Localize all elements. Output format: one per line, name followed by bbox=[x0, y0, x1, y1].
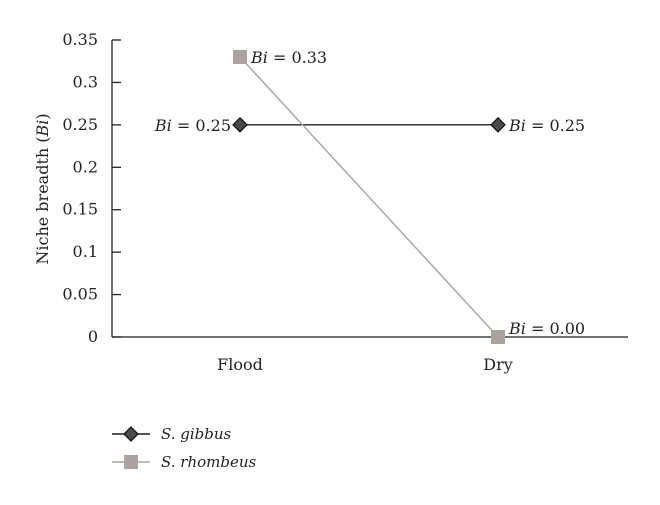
y-tick-label: 0.2 bbox=[73, 157, 98, 176]
series-1-point bbox=[490, 117, 506, 133]
y-axis-title: Niche breadth (Bi) bbox=[33, 113, 52, 264]
y-tick-label: 0.15 bbox=[62, 200, 98, 219]
series-2-point bbox=[233, 49, 247, 64]
legend: S. gibbus S. rhombeus bbox=[112, 425, 257, 471]
data-label: Bi = 0.33 bbox=[250, 48, 327, 67]
legend-marker bbox=[123, 426, 139, 442]
data-label: Bi = 0.25 bbox=[508, 116, 585, 135]
legend-marker bbox=[124, 455, 138, 469]
legend-label: S. rhombeus bbox=[161, 453, 257, 471]
x-tick-label: Flood bbox=[217, 355, 263, 374]
data-label: Bi = 0.00 bbox=[508, 319, 585, 338]
legend-label: S. gibbus bbox=[161, 425, 232, 443]
x-tick-label: Dry bbox=[483, 355, 513, 374]
y-tick-label: 0.25 bbox=[62, 115, 98, 134]
y-tick-label: 0.1 bbox=[73, 242, 98, 261]
series-2-point bbox=[491, 330, 505, 344]
y-tick-label: 0 bbox=[88, 327, 98, 346]
data-label: Bi = 0.25 bbox=[154, 116, 231, 135]
y-tick-label: 0.35 bbox=[62, 30, 98, 49]
series-line-2 bbox=[239, 56, 499, 338]
series-1-point bbox=[232, 117, 248, 133]
y-tick-label: 0.3 bbox=[73, 72, 98, 91]
y-tick-label: 0.05 bbox=[62, 285, 98, 304]
plot-area bbox=[232, 49, 506, 344]
axes: 0 0.05 0.1 0.15 0.2 0.25 0.3 0.35 Flood Dry Niche … bbox=[33, 30, 628, 374]
data-labels: Bi = 0.25 Bi = 0.25 Bi = 0.33 Bi = 0.00 bbox=[154, 48, 585, 338]
